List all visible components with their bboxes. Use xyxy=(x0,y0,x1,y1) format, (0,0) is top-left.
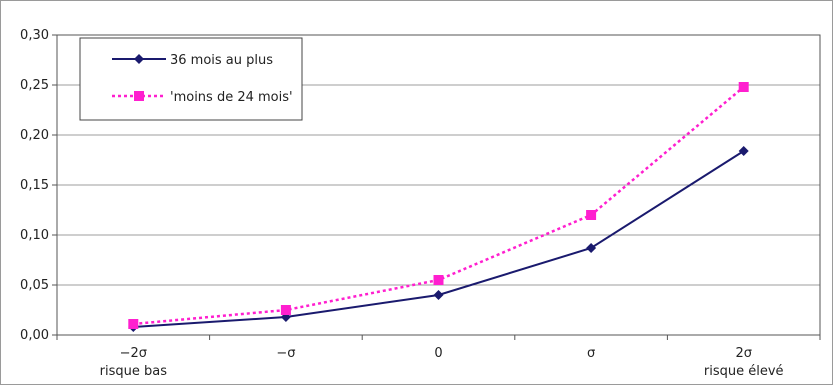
y-tick-label: 0,10 xyxy=(20,228,49,243)
legend-marker-square xyxy=(134,91,144,101)
data-point-square xyxy=(128,319,139,329)
legend: 36 mois au plus 'moins de 24 mois' xyxy=(79,37,303,121)
data-point-square xyxy=(433,275,444,285)
legend-label: 'moins de 24 mois' xyxy=(170,90,293,105)
x-tick-label: −σ xyxy=(276,346,295,361)
legend-label: 36 mois au plus xyxy=(170,53,273,68)
series xyxy=(128,82,749,332)
data-point-diamond xyxy=(586,243,597,253)
data-point-square xyxy=(586,210,597,220)
x-sublabel: risque bas xyxy=(100,364,168,379)
y-tick-label: 0,25 xyxy=(20,78,49,93)
x-tick-label: −2σ xyxy=(120,346,147,361)
data-point-diamond xyxy=(738,146,749,156)
data-point-diamond xyxy=(433,290,444,300)
y-tick-label: 0,00 xyxy=(20,328,49,343)
y-axis: 0,00 0,05 0,10 0,15 0,20 0,25 0,30 xyxy=(20,28,57,343)
x-tick-label: σ xyxy=(587,346,595,361)
x-sublabel: risque élevé xyxy=(704,364,784,379)
x-tick-label: 2σ xyxy=(735,346,752,361)
y-tick-label: 0,15 xyxy=(20,178,49,193)
legend-box xyxy=(79,37,303,121)
data-point-square xyxy=(738,82,749,92)
y-tick-label: 0,05 xyxy=(20,278,49,293)
y-tick-label: 0,20 xyxy=(20,128,49,143)
data-point-square xyxy=(280,305,291,315)
x-axis: −2σ risque bas −σ 0 σ 2σ risque élevé xyxy=(56,335,821,379)
x-tick-label: 0 xyxy=(434,346,442,361)
legend-marker-diamond xyxy=(134,54,144,64)
y-tick-label: 0,30 xyxy=(20,28,49,43)
